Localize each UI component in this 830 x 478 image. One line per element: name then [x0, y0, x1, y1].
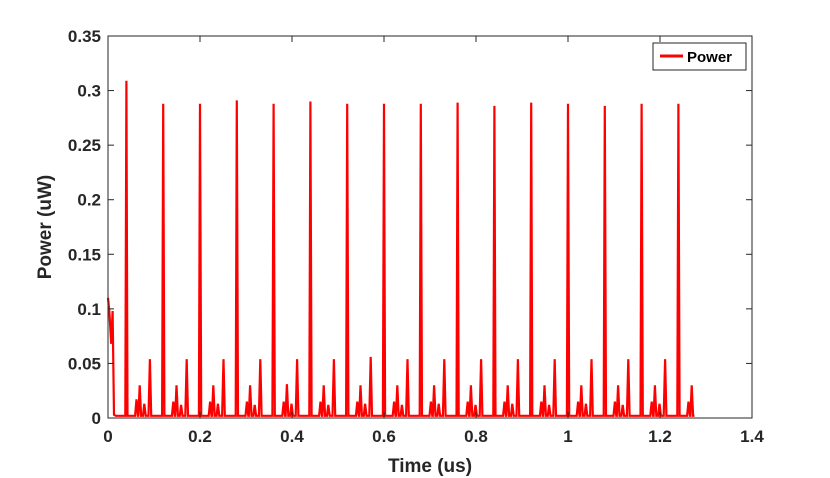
- y-tick-label: 0.25: [68, 136, 101, 155]
- y-tick-label: 0.35: [68, 27, 101, 46]
- x-axis-ticks: 0 0.2 0.4 0.6 0.8 1 1.2 1.4: [103, 36, 764, 446]
- legend-label-power: Power: [687, 49, 732, 66]
- y-tick-label: 0.1: [77, 300, 101, 319]
- x-tick-label: 0.2: [188, 427, 212, 446]
- legend: Power: [652, 42, 747, 71]
- y-tick-label: 0.3: [77, 82, 101, 101]
- x-tick-label: 1: [563, 427, 572, 446]
- y-axis-label: Power (uW): [35, 175, 56, 280]
- y-tick-label: 0.15: [68, 245, 101, 264]
- y-tick-label: 0: [92, 409, 101, 428]
- power-line: [106, 80, 695, 417]
- x-axis-label: Time (us): [388, 456, 472, 477]
- x-tick-label: 0: [103, 427, 112, 446]
- x-tick-label: 0.6: [372, 427, 396, 446]
- x-tick-label: 0.4: [280, 427, 304, 446]
- series-layer: [106, 80, 695, 417]
- plot-area: [108, 36, 752, 418]
- x-tick-label: 1.4: [740, 427, 764, 446]
- x-tick-label: 0.8: [464, 427, 488, 446]
- axes-box: [107, 35, 753, 419]
- y-tick-label: 0.05: [68, 354, 101, 373]
- x-tick-label: 1.2: [648, 427, 672, 446]
- y-axis-ticks: 0 0.05 0.1 0.15 0.2 0.25 0.3 0.35: [68, 27, 752, 428]
- y-tick-label: 0.2: [77, 191, 101, 210]
